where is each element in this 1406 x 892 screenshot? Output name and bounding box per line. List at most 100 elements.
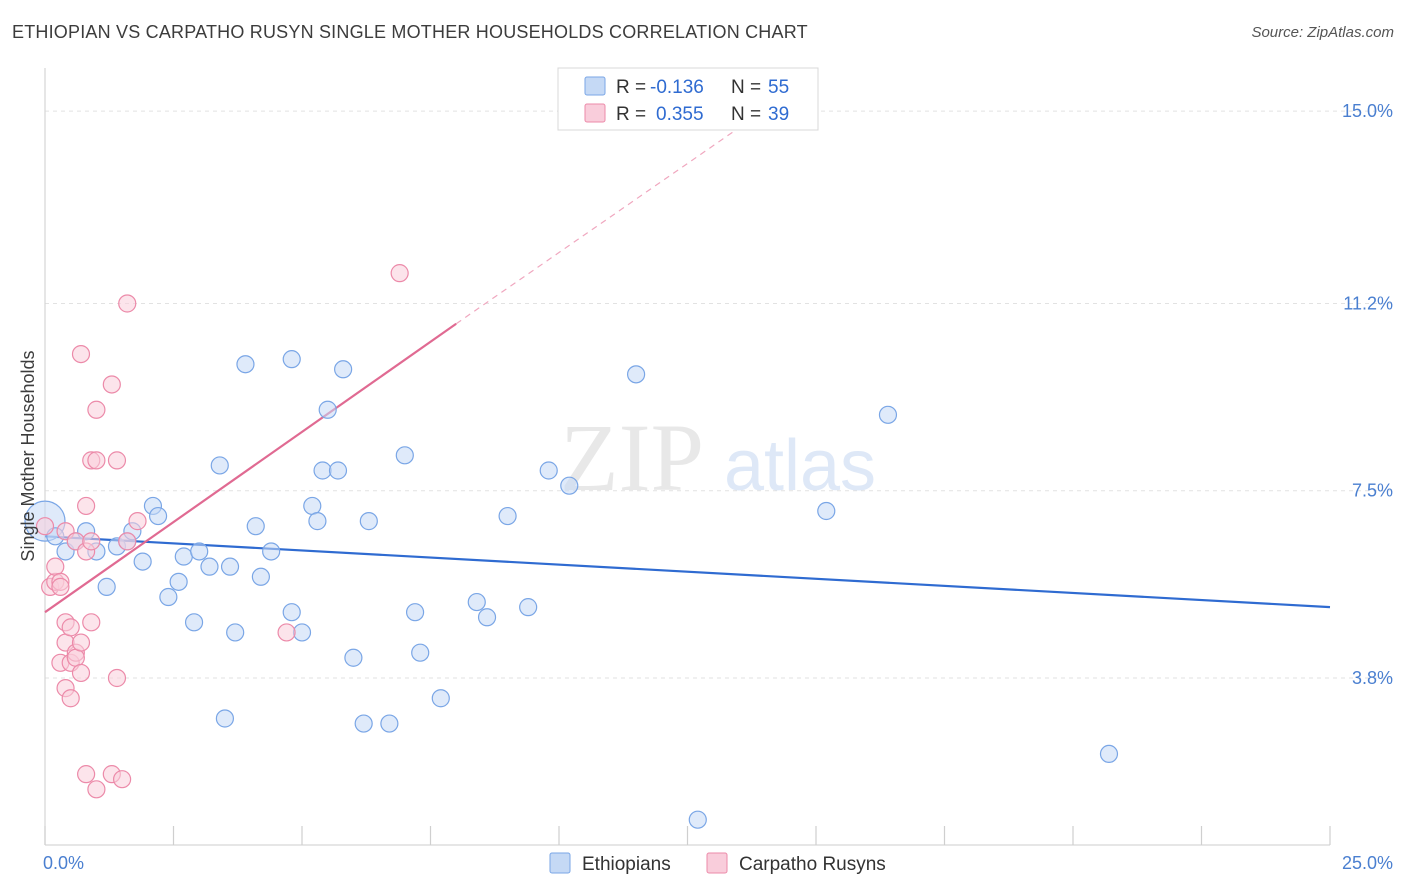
ethiopians-point-12 <box>148 506 168 526</box>
ethiopians-point-51 <box>817 501 836 521</box>
correlation-legend: R = -0.136 N = 55 R = 0.355 N = 39 <box>557 67 819 131</box>
y-tick-label-0: 3.8% <box>1352 668 1393 688</box>
carpatho-rusyns-point-32 <box>112 770 132 789</box>
y-tick-label-3: 15.0% <box>1342 101 1393 121</box>
legend-n-label-1: N = <box>731 77 761 98</box>
y-axis-label: Single Mother Households <box>18 350 38 561</box>
ethiopians-point-44 <box>477 608 497 627</box>
carpatho-rusyns-point-11 <box>61 618 80 637</box>
ethiopians-point-25 <box>262 542 281 561</box>
legend-r-value-2: 0.355 <box>656 104 704 125</box>
ethiopians-point-19 <box>210 456 229 475</box>
carpatho-rusyns-point-27 <box>87 451 106 470</box>
legend-swatch-carpatho-rusyns <box>584 103 606 123</box>
carpatho-rusyns-point-24 <box>82 613 101 632</box>
trend-line-1 <box>44 322 457 614</box>
ethiopians-point-15 <box>174 547 193 566</box>
ethiopians-point-54 <box>215 709 234 728</box>
ethiopians-point-21 <box>226 623 245 642</box>
series-legend-swatch-carpatho-rusyns <box>706 852 728 874</box>
legend-r-label-1: R = <box>616 77 646 98</box>
ethiopians-point-43 <box>467 592 486 612</box>
carpatho-rusyns-point-37 <box>390 264 409 283</box>
ethiopians-point-36 <box>354 714 373 733</box>
ethiopians-point-13 <box>159 587 178 607</box>
carpatho-rusyns-point-36 <box>277 623 296 642</box>
carpatho-rusyns-point-3 <box>46 557 65 576</box>
y-tick-label-1: 7.5% <box>1352 481 1393 501</box>
carpatho-rusyns-point-33 <box>118 294 137 313</box>
carpatho-rusyns-point-14 <box>66 648 85 667</box>
ethiopians-point-42 <box>431 689 450 708</box>
ethiopians-point-33 <box>328 461 348 480</box>
series-legend-label-ethiopians: Ethiopians <box>582 854 671 875</box>
data-points <box>24 264 1119 829</box>
carpatho-rusyns-point-38 <box>51 577 70 596</box>
ethiopians-point-52 <box>878 405 898 424</box>
carpatho-rusyns-point-21 <box>77 765 96 784</box>
x-tick-labels: 0.0% 25.0% <box>43 853 1393 873</box>
x-axis-ticks <box>44 826 1331 845</box>
ethiopians-point-45 <box>498 506 517 526</box>
ethiopians-point-37 <box>359 512 378 531</box>
carpatho-rusyns-point-30 <box>107 451 127 470</box>
carpatho-rusyns-point-31 <box>107 668 127 688</box>
watermark: ZIP atlas <box>560 404 876 511</box>
series-legend-label-carpatho-rusyns: Carpatho Rusyns <box>739 854 886 875</box>
carpatho-rusyns-point-10 <box>61 689 80 708</box>
carpatho-rusyns-point-0 <box>35 517 55 536</box>
ethiopians-point-47 <box>539 461 558 480</box>
carpatho-rusyns-point-18 <box>71 663 91 683</box>
ethiopians-point-49 <box>626 365 646 384</box>
legend-swatch-ethiopians <box>584 76 606 96</box>
ethiopians-point-14 <box>169 572 188 591</box>
ethiopians-point-18 <box>200 557 219 576</box>
ethiopians-point-22 <box>236 355 255 374</box>
ethiopians-point-30 <box>308 512 327 531</box>
watermark-atlas: atlas <box>724 426 876 506</box>
ethiopians-point-32 <box>318 400 337 419</box>
ethiopians-point-50 <box>688 810 707 829</box>
trend-line-0 <box>44 535 1331 609</box>
legend-r-value-1: -0.136 <box>650 77 704 98</box>
ethiopians-point-35 <box>344 648 363 667</box>
ethiopians-point-6 <box>97 577 116 596</box>
ethiopians-point-31 <box>313 461 332 480</box>
carpatho-rusyns-point-23 <box>82 532 101 551</box>
ethiopians-point-23 <box>246 517 265 536</box>
ethiopians-point-46 <box>519 598 538 617</box>
carpatho-rusyns-point-35 <box>128 512 147 531</box>
legend-n-value-2: 39 <box>768 104 789 125</box>
carpatho-rusyns-point-16 <box>71 633 91 652</box>
ethiopians-point-29 <box>303 496 322 516</box>
ethiopians-point-20 <box>220 557 240 576</box>
legend-n-value-1: 55 <box>768 77 789 98</box>
y-tick-label-2: 11.2% <box>1343 293 1393 313</box>
ethiopians-point-53 <box>1099 744 1119 764</box>
carpatho-rusyns-point-28 <box>102 375 121 394</box>
ethiopians-point-27 <box>282 603 301 622</box>
x-tick-label-0: 0.0% <box>43 853 84 873</box>
ethiopians-point-17 <box>190 542 209 561</box>
ethiopians-point-24 <box>251 567 270 586</box>
trend-line-extension-1 <box>455 130 735 325</box>
legend-r-label-2: R = <box>616 104 646 125</box>
ethiopians-point-10 <box>133 552 152 571</box>
gridlines <box>45 110 1392 679</box>
ethiopians-point-16 <box>184 613 204 632</box>
watermark-zip: ZIP <box>560 404 704 511</box>
ethiopians-point-39 <box>395 446 414 465</box>
x-tick-label-1: 25.0% <box>1342 853 1393 873</box>
carpatho-rusyns-point-20 <box>77 496 96 516</box>
chart-title: ETHIOPIAN VS CARPATHO RUSYN SINGLE MOTHE… <box>12 22 808 42</box>
carpatho-rusyns-point-25 <box>87 780 106 799</box>
carpatho-rusyns-point-26 <box>87 400 106 419</box>
y-tick-labels: 3.8% 7.5% 11.2% 15.0% <box>1342 101 1393 688</box>
ethiopians-point-26 <box>282 350 301 369</box>
carpatho-rusyns-point-34 <box>118 532 137 551</box>
legend-n-label-2: N = <box>731 104 761 125</box>
ethiopians-point-34 <box>334 360 353 379</box>
chart-source: Source: ZipAtlas.com <box>1251 24 1394 41</box>
trend-lines <box>44 130 1331 614</box>
